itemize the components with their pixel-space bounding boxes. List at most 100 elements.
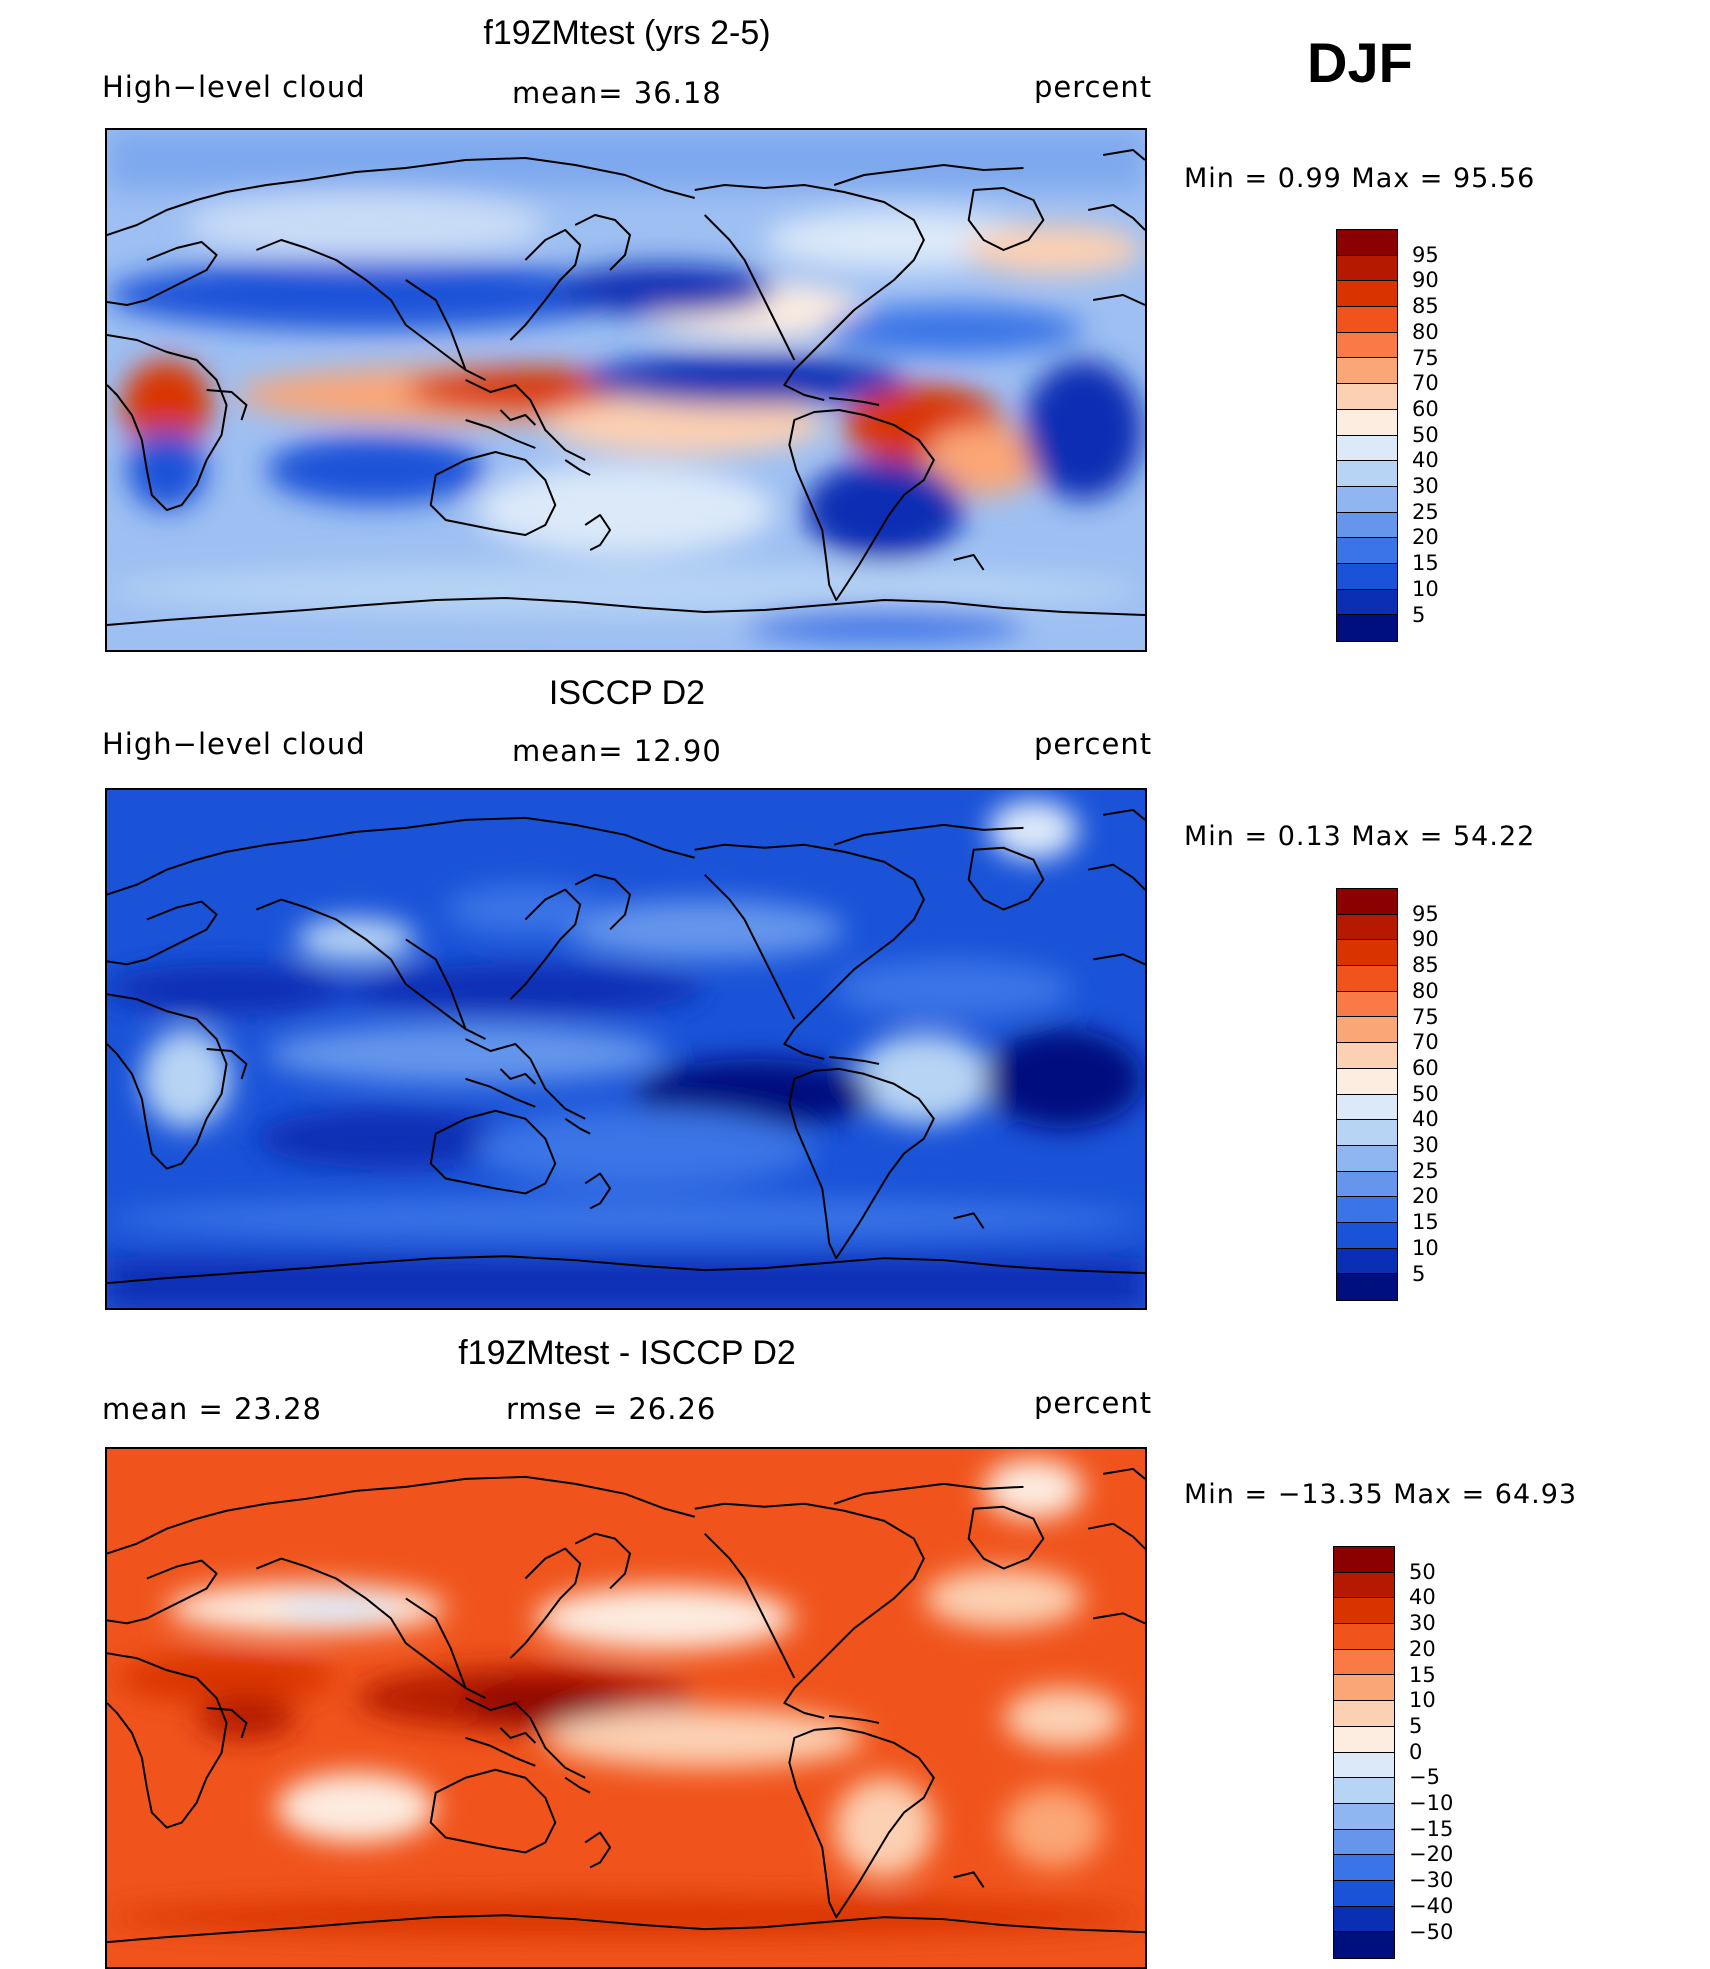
- colorbar-swatch: [1337, 940, 1397, 967]
- panel-1-units-label: percent: [1034, 70, 1153, 104]
- colorbar-tick-label: 5: [1412, 602, 1426, 627]
- panel-3-mean-label: mean = 23.28: [102, 1392, 322, 1426]
- colorbar-tick-label: 15: [1412, 1210, 1439, 1235]
- colorbar-tick-label: 40: [1409, 1585, 1436, 1610]
- colorbar-tick-label: 25: [1412, 499, 1439, 524]
- colorbar-swatch: [1334, 1932, 1394, 1958]
- colorbar-swatch: [1334, 1906, 1394, 1933]
- colorbar-tick-label: 50: [1412, 422, 1439, 447]
- colorbar-swatch: [1337, 1171, 1397, 1198]
- colorbar-swatch: [1337, 889, 1397, 915]
- colorbar-swatch: [1337, 1248, 1397, 1275]
- colorbar-swatch: [1334, 1547, 1394, 1573]
- colorbar-tick-label: 5: [1412, 1261, 1426, 1286]
- colorbar-swatch: [1334, 1752, 1394, 1779]
- panel-2-mean-label: mean= 12.90: [512, 734, 722, 768]
- colorbar-tick-label: −15: [1409, 1816, 1454, 1841]
- colorbar-tick-label: 5: [1409, 1713, 1423, 1738]
- colorbar-swatch: [1337, 512, 1397, 539]
- colorbar-swatch: [1337, 307, 1397, 333]
- season-label: DJF: [1307, 31, 1413, 94]
- colorbar-swatch: [1337, 1274, 1397, 1300]
- colorbar-swatch: [1337, 409, 1397, 436]
- panel-1-variable-label: High−level cloud: [102, 70, 366, 104]
- colorbar-swatch: [1337, 1043, 1397, 1069]
- colorbar-tick-label: 95: [1412, 901, 1439, 926]
- colorbar-tick-label: −40: [1409, 1893, 1454, 1918]
- colorbar-tick-label: 70: [1412, 1030, 1439, 1055]
- panel-2-colorbar-swatches: [1336, 888, 1398, 1301]
- panel-1-min-max: Min = 0.99 Max = 95.56: [1184, 163, 1536, 194]
- colorbar-tick-label: 60: [1412, 396, 1439, 421]
- colorbar-swatch: [1334, 1778, 1394, 1804]
- colorbar-tick-label: 95: [1412, 242, 1439, 267]
- panel-1-map: [105, 128, 1147, 652]
- colorbar-swatch: [1334, 1855, 1394, 1881]
- colorbar-swatch: [1337, 589, 1397, 616]
- colorbar-swatch: [1334, 1829, 1394, 1856]
- panel-2-variable-label: High−level cloud: [102, 727, 366, 761]
- colorbar-swatch: [1337, 966, 1397, 992]
- colorbar-swatch: [1337, 538, 1397, 564]
- panel-3-map: [105, 1447, 1147, 1969]
- colorbar-tick-label: −10: [1409, 1791, 1454, 1815]
- panel-3-min-max: Min = −13.35 Max = 64.93: [1184, 1479, 1578, 1510]
- colorbar-swatch: [1337, 461, 1397, 487]
- colorbar-swatch: [1337, 255, 1397, 282]
- colorbar-tick-label: 10: [1412, 1235, 1439, 1260]
- colorbar-tick-label: 30: [1412, 474, 1439, 498]
- colorbar-swatch: [1337, 384, 1397, 410]
- colorbar-swatch: [1334, 1649, 1394, 1676]
- panel-2-min-max: Min = 0.13 Max = 54.22: [1184, 821, 1536, 852]
- colorbar-swatch: [1337, 1094, 1397, 1121]
- colorbar-tick-label: 10: [1409, 1688, 1436, 1713]
- colorbar-swatch: [1337, 332, 1397, 359]
- colorbar-tick-label: −20: [1409, 1842, 1454, 1867]
- colorbar-swatch: [1337, 281, 1397, 308]
- colorbar-tick-label: −50: [1409, 1919, 1454, 1944]
- panel-3-colorbar-swatches: [1333, 1546, 1395, 1959]
- colorbar-tick-label: −5: [1409, 1765, 1440, 1790]
- colorbar-swatch: [1334, 1701, 1394, 1727]
- colorbar-tick-label: 30: [1412, 1133, 1439, 1157]
- colorbar-swatch: [1337, 1222, 1397, 1249]
- colorbar-swatch: [1337, 1145, 1397, 1172]
- colorbar-swatch: [1334, 1598, 1394, 1625]
- colorbar-swatch: [1337, 1197, 1397, 1223]
- panel-2-title: ISCCP D2: [548, 674, 706, 712]
- colorbar-tick-label: 40: [1412, 1107, 1439, 1132]
- colorbar-swatch: [1334, 1572, 1394, 1599]
- panel-3-units-label: percent: [1034, 1386, 1153, 1420]
- colorbar-swatch: [1337, 1068, 1397, 1095]
- panel-3-title: f19ZMtest - ISCCP D2: [458, 1334, 796, 1372]
- colorbar-swatch: [1337, 991, 1397, 1018]
- panel-2-units-label: percent: [1034, 727, 1153, 761]
- colorbar-tick-label: 30: [1409, 1611, 1436, 1636]
- panel-1-title: f19ZMtest (yrs 2-5): [483, 14, 771, 52]
- colorbar-tick-label: 75: [1412, 1004, 1439, 1029]
- colorbar-tick-label: 0: [1409, 1739, 1423, 1764]
- colorbar-swatch: [1334, 1624, 1394, 1650]
- colorbar-tick-label: −30: [1409, 1868, 1454, 1893]
- panel-1-mean-label: mean= 36.18: [512, 76, 722, 110]
- colorbar-swatch: [1337, 1017, 1397, 1044]
- colorbar-tick-label: 40: [1412, 448, 1439, 473]
- colorbar-swatch: [1337, 435, 1397, 462]
- colorbar-swatch: [1337, 230, 1397, 256]
- colorbar-swatch: [1337, 1120, 1397, 1146]
- colorbar-swatch: [1337, 914, 1397, 941]
- colorbar-swatch: [1334, 1880, 1394, 1907]
- panel-3-rmse-label: rmse = 26.26: [506, 1392, 717, 1426]
- colorbar-swatch: [1334, 1726, 1394, 1753]
- colorbar-tick-label: 15: [1409, 1662, 1436, 1687]
- colorbar-tick-label: 70: [1412, 371, 1439, 396]
- colorbar-swatch: [1337, 563, 1397, 590]
- colorbar-tick-label: 75: [1412, 345, 1439, 370]
- colorbar-swatch: [1337, 615, 1397, 641]
- colorbar-tick-label: 10: [1412, 576, 1439, 601]
- colorbar-tick-label: 90: [1412, 268, 1439, 293]
- colorbar-swatch: [1334, 1675, 1394, 1702]
- colorbar-tick-label: 85: [1412, 294, 1439, 319]
- panel-2-map: [105, 788, 1147, 1310]
- colorbar-swatch: [1337, 358, 1397, 385]
